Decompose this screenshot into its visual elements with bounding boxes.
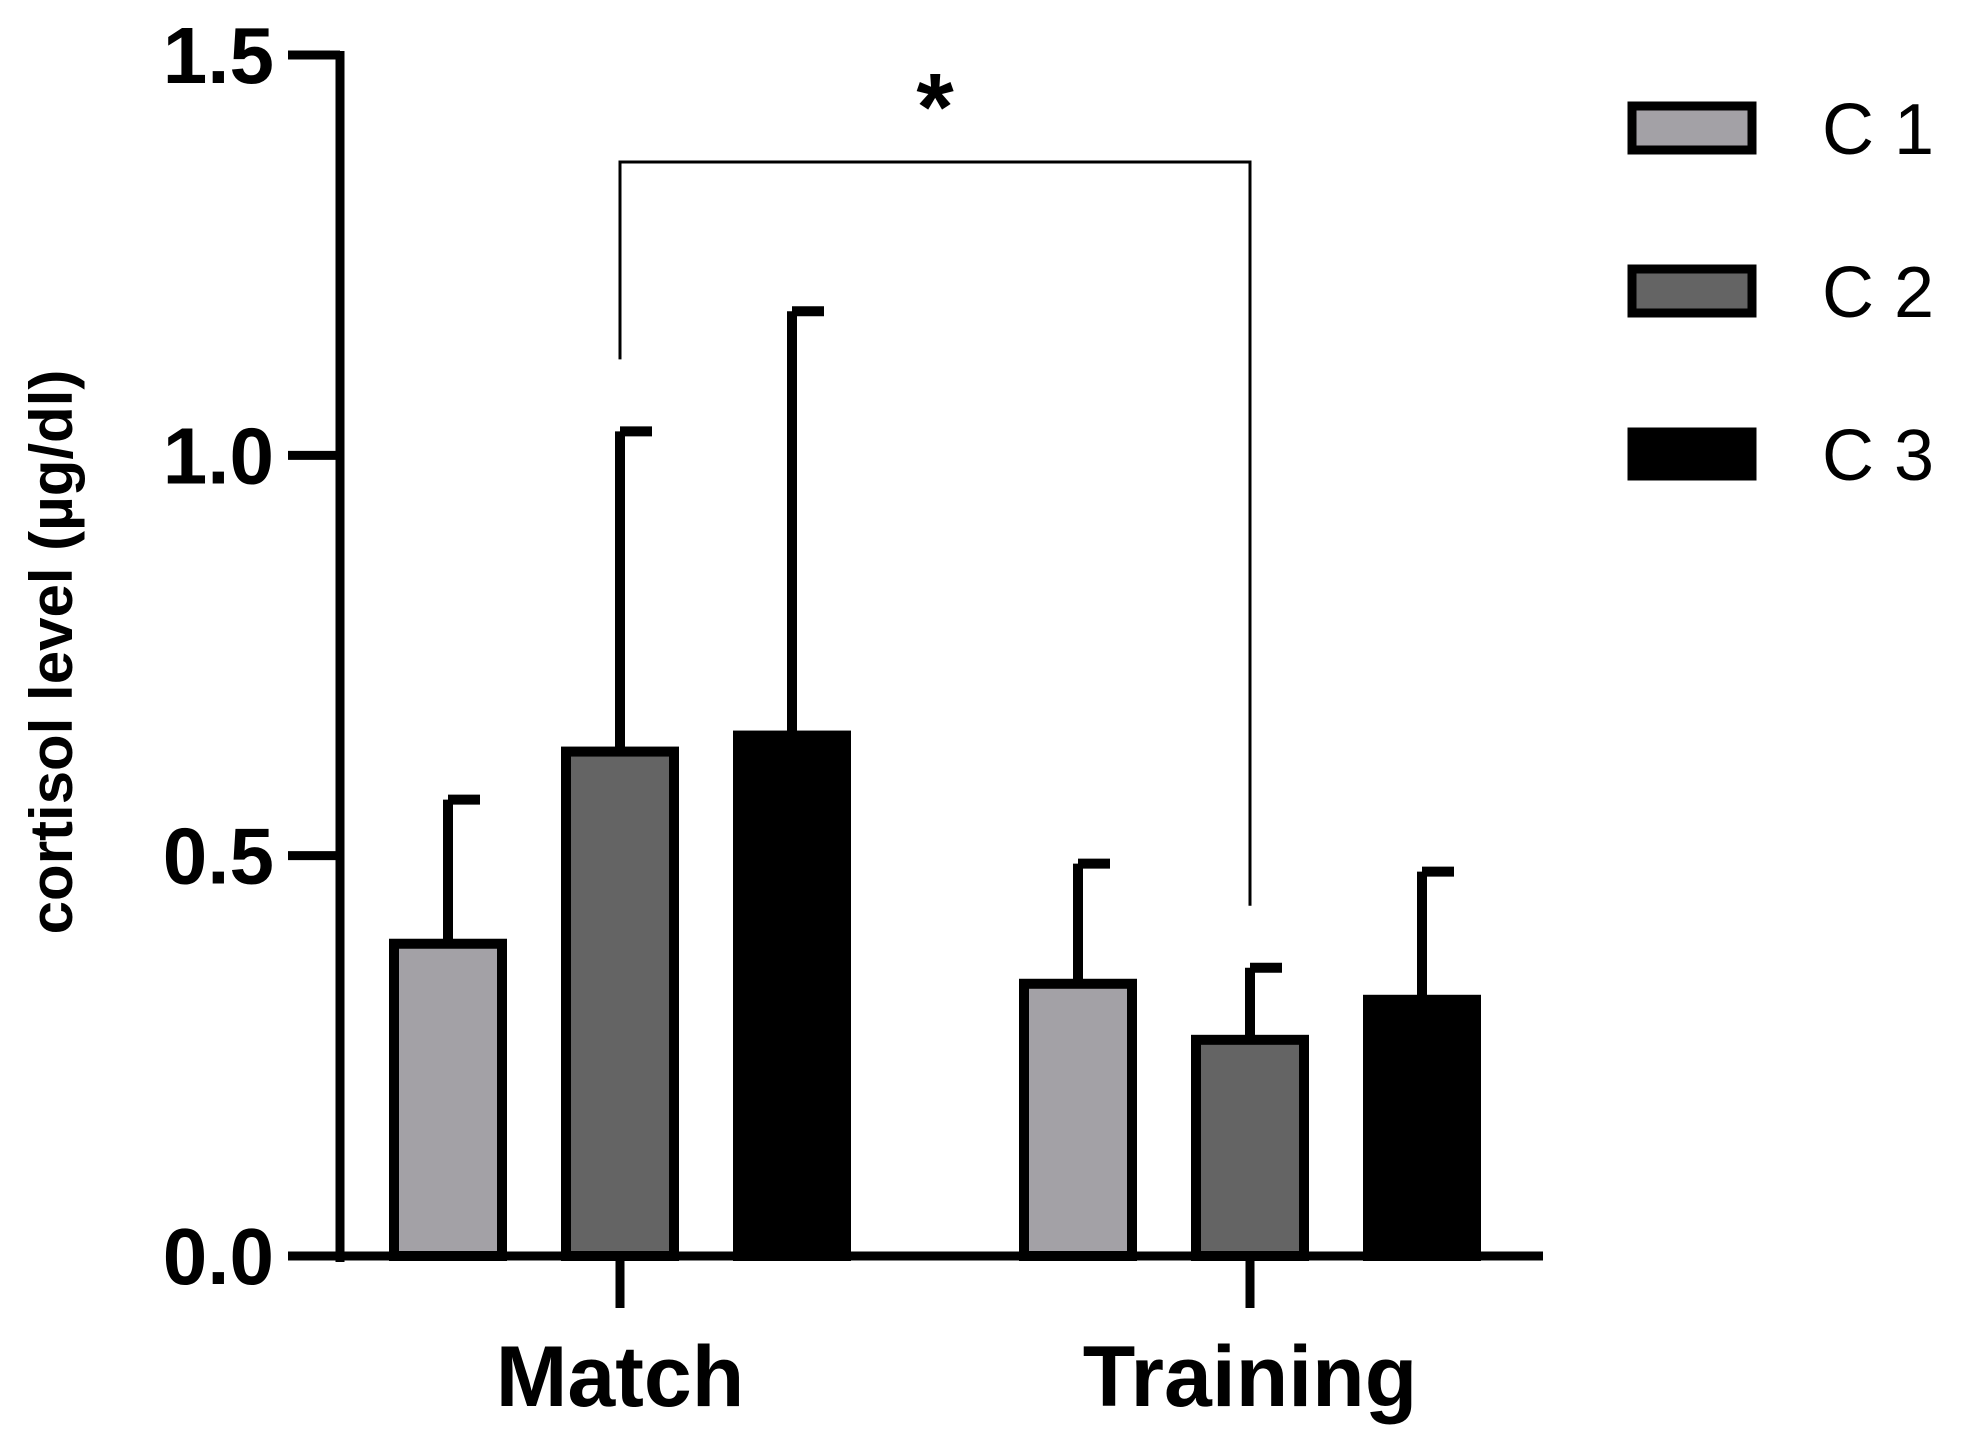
legend-label-c3: C 3 (1822, 416, 1934, 496)
legend-swatch-c3 (1627, 427, 1757, 481)
significance-bracket (618, 160, 1252, 906)
bar-match-c1 (389, 938, 507, 1261)
y-tick-label-0.5: 0.5 (163, 812, 274, 901)
significance-marker: * (916, 54, 954, 161)
legend: C 1 C 2 C 3 (1627, 90, 1934, 496)
y-tick-label-1.5: 1.5 (163, 11, 274, 100)
y-tick-label-1.0: 1.0 (163, 411, 274, 500)
bar-match-c2 (561, 746, 679, 1262)
legend-swatch-c1 (1627, 101, 1757, 155)
bar-match-c3 (733, 730, 851, 1261)
legend-label-c1: C 1 (1822, 90, 1934, 170)
y-tick-label-0.0: 0.0 (163, 1212, 274, 1301)
bar-training-c2 (1191, 1034, 1309, 1261)
plot-area: 0.0 0.5 1.0 1.5 Match Training * (163, 11, 1543, 1425)
x-tick-label-training: Training (1083, 1329, 1417, 1425)
bar-training-c1 (1019, 978, 1137, 1261)
legend-label-c2: C 2 (1822, 253, 1934, 333)
y-axis-title: cortisol level (µg/dl) (18, 370, 85, 935)
x-tick-label-match: Match (496, 1329, 744, 1425)
bar-training-c3 (1363, 994, 1481, 1262)
legend-swatch-c2 (1627, 264, 1757, 318)
